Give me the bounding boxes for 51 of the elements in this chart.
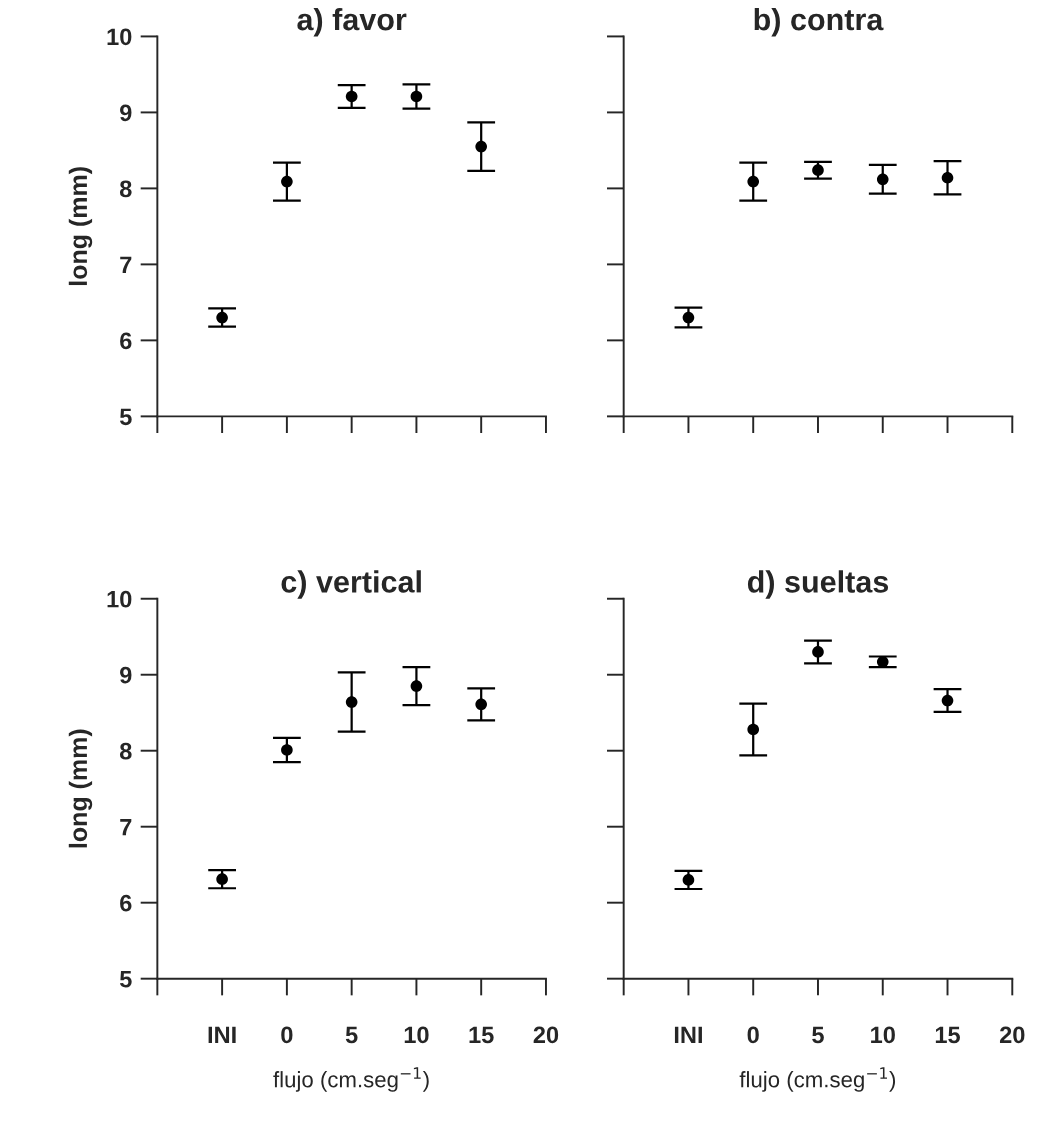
x-tick-label: 15: [469, 1026, 494, 1044]
point: [747, 723, 760, 736]
point: [281, 175, 293, 188]
x-tick-label: INI: [208, 1026, 236, 1044]
x-tick-label: 20: [533, 1026, 559, 1044]
x-tick-label: INI: [674, 1026, 702, 1044]
y-tick-label: 9: [120, 104, 132, 122]
point: [812, 164, 824, 176]
point: [345, 90, 358, 103]
point: [410, 680, 423, 692]
y-tick-label: 5: [119, 408, 132, 426]
x-tick-label: 10: [404, 1026, 429, 1044]
x-tick-label: 0: [747, 1026, 759, 1044]
point: [410, 90, 423, 103]
point: [475, 140, 487, 153]
point: [747, 175, 760, 188]
y-tick-label: 6: [120, 894, 132, 912]
chart-title: c) vertical: [281, 570, 421, 599]
y-axis-title: long (mm): [68, 167, 93, 286]
chart-title: b) contra: [754, 7, 884, 37]
point: [345, 696, 358, 708]
point: [281, 744, 293, 756]
point: [475, 698, 487, 711]
y-tick-label: 7: [120, 819, 132, 836]
point: [216, 873, 228, 885]
point: [941, 171, 954, 184]
chart-title: d) sueltas: [747, 570, 889, 599]
point: [941, 694, 954, 707]
x-tick-label: 5: [812, 1026, 824, 1044]
point: [812, 646, 824, 658]
y-tick-label: 10: [107, 590, 132, 608]
y-tick-label: 8: [119, 180, 132, 198]
x-tick-label: 20: [999, 1026, 1025, 1044]
x-tick-label: 5: [345, 1026, 358, 1044]
x-axis-title: flujo (cm.seg$^{−1}$): [273, 1067, 429, 1092]
y-tick-label: 5: [119, 970, 132, 988]
point: [682, 874, 695, 886]
point: [876, 173, 889, 186]
x-tick-label: 0: [281, 1026, 293, 1044]
y-tick-label: 9: [120, 666, 132, 684]
y-tick-label: 7: [120, 256, 132, 273]
point: [682, 311, 695, 324]
y-tick-label: 8: [119, 742, 132, 760]
x-axis-title: flujo (cm.seg$^{−1}$): [739, 1067, 896, 1092]
y-tick-label: 6: [120, 332, 132, 350]
x-tick-label: 15: [935, 1026, 960, 1044]
y-tick-label: 10: [107, 28, 132, 46]
point: [216, 311, 228, 324]
y-axis-title: long (mm): [68, 729, 93, 848]
x-tick-label: 10: [871, 1026, 895, 1044]
chart-title: a) favor: [297, 7, 407, 37]
